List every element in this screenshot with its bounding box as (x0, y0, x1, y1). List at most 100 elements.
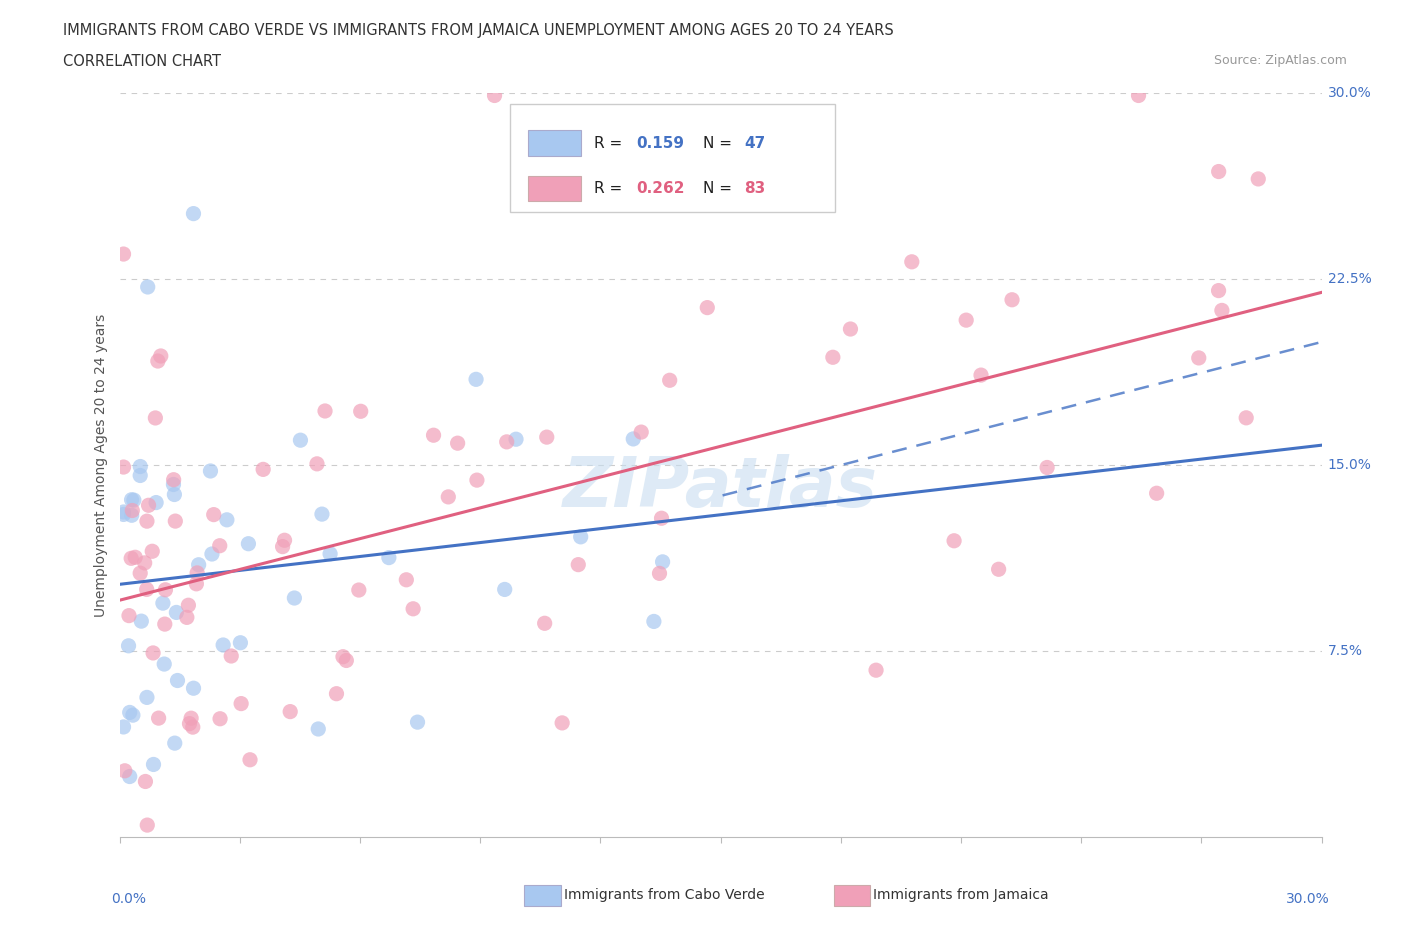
Point (112, 246, 135, 261)
Point (131, 614, 153, 629)
Point (1188, 351, 1211, 365)
Point (179, 716, 201, 731)
Point (166, 673, 188, 688)
Point (209, 711, 232, 726)
Point (121, 508, 143, 523)
Point (141, 544, 163, 559)
Point (347, 582, 370, 597)
FancyBboxPatch shape (529, 130, 581, 155)
Y-axis label: Unemployment Among Ages 20 to 24 years: Unemployment Among Ages 20 to 24 years (94, 313, 108, 617)
Point (651, 554, 673, 569)
Point (180, 711, 202, 725)
Point (307, 722, 329, 737)
Point (186, 565, 208, 580)
Point (165, 605, 187, 620)
Text: R =: R = (595, 136, 627, 151)
Point (120, 551, 142, 565)
Point (215, 512, 238, 527)
Point (187, 557, 209, 572)
Point (1128, 88, 1150, 103)
Text: Source: ZipAtlas.com: Source: ZipAtlas.com (1213, 54, 1347, 67)
Point (271, 539, 294, 554)
Point (278, 704, 301, 719)
Point (212, 638, 235, 653)
Point (569, 529, 592, 544)
Point (121, 492, 143, 507)
Point (311, 507, 333, 522)
Point (621, 432, 644, 446)
FancyBboxPatch shape (510, 104, 835, 212)
Text: 0.159: 0.159 (637, 136, 685, 151)
Point (163, 487, 186, 502)
Point (136, 280, 159, 295)
Point (325, 686, 347, 701)
Point (505, 432, 527, 446)
Point (152, 596, 174, 611)
Point (536, 430, 558, 445)
Point (283, 591, 305, 605)
Text: Immigrants from Jamaica: Immigrants from Jamaica (873, 887, 1049, 902)
Point (148, 711, 170, 725)
Point (1247, 171, 1270, 186)
Point (648, 566, 671, 581)
Text: 30.0%: 30.0% (1286, 892, 1330, 906)
Point (121, 503, 143, 518)
Point (378, 551, 401, 565)
Point (112, 720, 135, 735)
Text: N =: N = (703, 180, 737, 195)
Point (129, 468, 152, 483)
Point (118, 608, 141, 623)
Point (484, 88, 506, 103)
Point (495, 434, 517, 449)
Text: ZIPatlas: ZIPatlas (562, 454, 879, 521)
Text: R =: R = (595, 180, 627, 195)
Point (1146, 485, 1168, 500)
Point (901, 255, 924, 270)
Text: 22.5%: 22.5% (1327, 272, 1371, 286)
Point (821, 350, 844, 365)
Point (129, 459, 152, 474)
Point (465, 472, 488, 487)
Point (290, 432, 312, 447)
Point (1234, 410, 1257, 425)
Point (146, 353, 169, 368)
Point (155, 582, 177, 597)
Point (494, 582, 516, 597)
Point (122, 493, 145, 508)
Point (970, 367, 993, 382)
Point (446, 436, 468, 451)
Point (136, 513, 159, 528)
Point (651, 511, 673, 525)
Point (162, 472, 184, 487)
Point (305, 457, 328, 472)
Point (142, 645, 165, 660)
Point (319, 546, 342, 561)
Point (239, 752, 262, 767)
Point (219, 648, 242, 663)
FancyBboxPatch shape (529, 176, 581, 201)
Point (135, 582, 157, 597)
Point (314, 404, 336, 418)
Point (177, 598, 200, 613)
Point (124, 550, 146, 565)
Point (201, 547, 224, 562)
Point (273, 533, 295, 548)
Point (238, 537, 260, 551)
Point (350, 404, 373, 418)
Point (943, 533, 966, 548)
Point (231, 697, 253, 711)
Text: 47: 47 (745, 136, 766, 151)
Point (200, 463, 222, 478)
Point (1211, 303, 1233, 318)
Point (118, 769, 141, 784)
Point (987, 562, 1010, 577)
Point (183, 681, 205, 696)
Point (145, 495, 167, 510)
Point (136, 690, 159, 705)
Point (567, 557, 589, 572)
Text: 7.5%: 7.5% (1327, 644, 1362, 658)
Point (122, 708, 145, 723)
Point (134, 555, 156, 570)
Point (176, 610, 198, 625)
Point (465, 372, 488, 387)
